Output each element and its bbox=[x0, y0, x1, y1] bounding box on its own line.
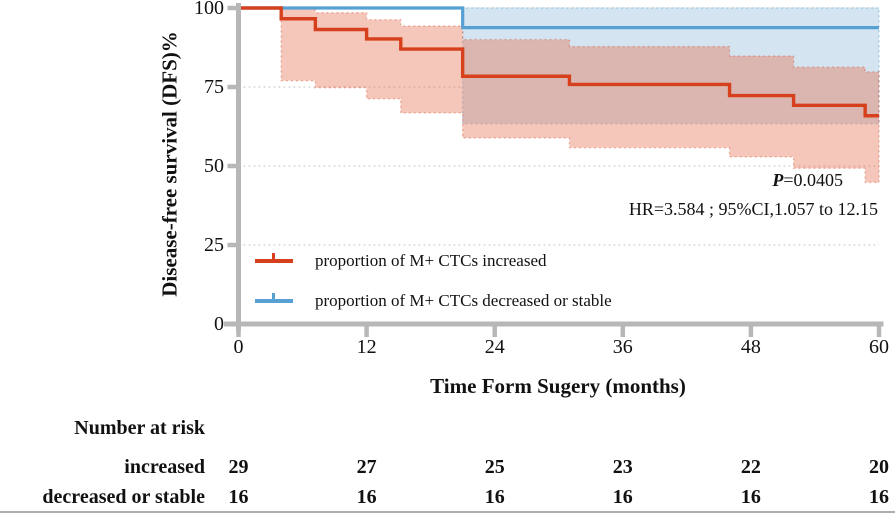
risk-count: 22 bbox=[740, 456, 761, 478]
risk-count: 16 bbox=[228, 486, 249, 508]
risk-count: 16 bbox=[356, 486, 377, 508]
x-axis-title: Time Form Sugery (months) bbox=[430, 374, 686, 398]
p-symbol: P bbox=[772, 170, 784, 190]
risk-row-label-decreased-or-stable: decreased or stable bbox=[42, 486, 205, 508]
risk-count: 16 bbox=[612, 486, 633, 508]
legend-item-decreased-or-stable: proportion of M+ CTCs decreased or stabl… bbox=[255, 291, 612, 310]
legend-label: proportion of M+ CTCs decreased or stabl… bbox=[315, 291, 612, 310]
x-tick-label: 48 bbox=[740, 336, 761, 358]
number-at-risk-title: Number at risk bbox=[74, 417, 205, 439]
legend-key-blue-line-icon bbox=[255, 292, 293, 303]
y-tick-label: 50 bbox=[204, 155, 224, 177]
x-tick-label: 0 bbox=[233, 336, 244, 358]
legend-label: proportion of M+ CTCs increased bbox=[315, 251, 547, 270]
y-tick-label: 75 bbox=[204, 76, 224, 98]
risk-count: 23 bbox=[612, 456, 633, 478]
y-tick-label: 25 bbox=[204, 234, 224, 256]
legend-key-red-line-icon bbox=[255, 252, 293, 263]
p-value-annotation: P=0.0405 bbox=[772, 170, 843, 191]
risk-count: 16 bbox=[869, 486, 889, 508]
risk-count: 25 bbox=[484, 456, 505, 478]
y-tick-label: 0 bbox=[214, 313, 224, 335]
risk-count: 16 bbox=[484, 486, 505, 508]
x-tick-label: 36 bbox=[612, 336, 633, 358]
p-value: =0.0405 bbox=[783, 170, 843, 190]
bottom-divider bbox=[0, 511, 895, 513]
legend-item-increased: proportion of M+ CTCs increased bbox=[255, 251, 547, 270]
x-tick-label: 60 bbox=[869, 336, 889, 358]
risk-count: 29 bbox=[228, 456, 249, 478]
x-tick-label: 12 bbox=[356, 336, 377, 358]
risk-count: 20 bbox=[869, 456, 889, 478]
hazard-ratio-annotation: HR=3.584 ; 95%CI,1.057 to 12.15 bbox=[628, 199, 878, 219]
x-tick-label: 24 bbox=[484, 336, 505, 358]
y-tick-label: 100 bbox=[194, 0, 224, 19]
risk-count: 27 bbox=[356, 456, 377, 478]
risk-count: 16 bbox=[740, 486, 761, 508]
y-axis-title: Disease-free survival (DFS)% bbox=[157, 31, 182, 297]
risk-row-label-increased: increased bbox=[124, 456, 205, 478]
